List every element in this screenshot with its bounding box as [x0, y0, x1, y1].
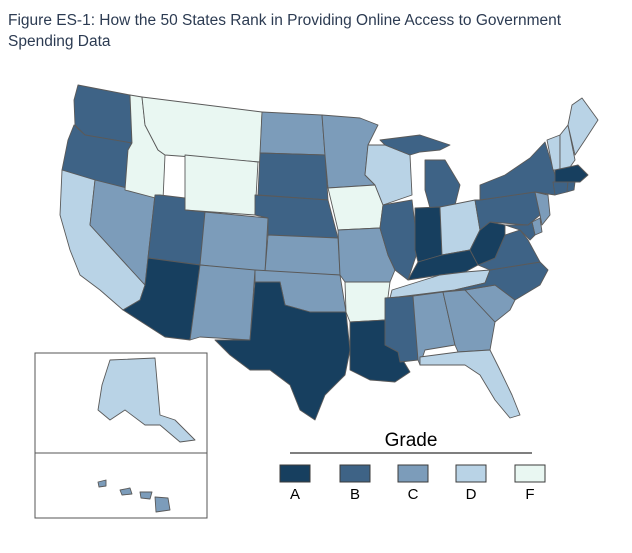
state-north-dakota — [259, 111, 326, 156]
state-massachusetts — [554, 164, 589, 183]
state-new-hampshire — [559, 124, 576, 171]
legend-label-a: A — [290, 486, 300, 503]
state-new-jersey — [534, 191, 551, 226]
figure-title: Figure ES-1: How the 50 States Rank in P… — [8, 12, 562, 50]
state-illinois — [379, 199, 419, 281]
state-arkansas — [344, 281, 391, 323]
state-indiana — [414, 206, 443, 263]
state-alaska — [97, 357, 196, 443]
hawaii-inset-frame — [34, 452, 208, 519]
legend-heading: Grade — [385, 430, 438, 451]
legend-swatch-b — [339, 464, 371, 483]
legend-swatch-a — [279, 464, 311, 483]
state-texas — [214, 281, 351, 421]
state-new-york — [479, 141, 561, 201]
legend-label-f: F — [525, 486, 534, 503]
state-maine — [567, 97, 599, 156]
legend-label-d: D — [466, 486, 477, 503]
state-north-carolina — [454, 261, 549, 301]
state-hawaii — [97, 479, 171, 513]
state-florida — [419, 349, 521, 419]
state-connecticut — [552, 181, 569, 196]
state-wyoming — [184, 154, 259, 216]
legend-swatch-f — [514, 464, 546, 483]
state-iowa — [327, 184, 384, 231]
state-rhode-island — [566, 181, 576, 193]
legend-swatch-c — [397, 464, 429, 483]
legend-label-b: B — [350, 486, 360, 503]
state-south-dakota — [257, 152, 329, 201]
state-new-mexico — [189, 264, 256, 341]
state-maryland — [504, 221, 536, 241]
legend-label-c: C — [408, 486, 419, 503]
legend-swatch-d — [455, 464, 487, 483]
state-colorado — [199, 211, 269, 273]
state-kansas — [264, 234, 341, 276]
